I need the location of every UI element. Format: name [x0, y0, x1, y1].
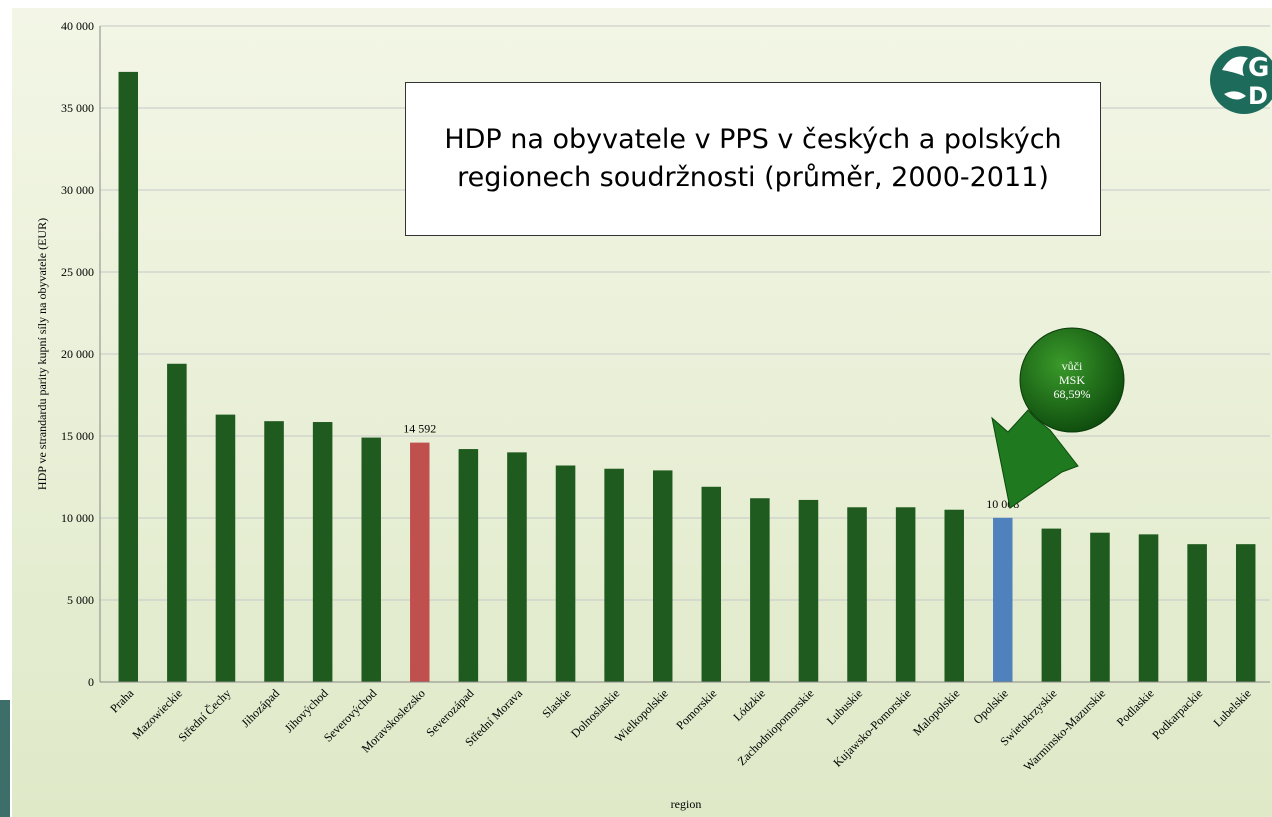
callout-text: vůči [1062, 359, 1083, 373]
svg-text:D: D [1248, 82, 1268, 110]
y-tick-label: 20 000 [61, 347, 94, 361]
bar-shade [118, 71, 139, 683]
bar-shade [944, 509, 964, 682]
bar-shade [1235, 544, 1256, 682]
bar-shade [652, 470, 673, 682]
bar-shade [993, 517, 1013, 682]
bar-shade [1187, 544, 1207, 682]
bar-shade [361, 437, 381, 682]
y-tick-label: 5 000 [67, 593, 94, 607]
side-strip [0, 700, 10, 817]
x-axis-label: region [671, 797, 702, 811]
bar-shade [750, 498, 770, 682]
bar-shade [1138, 534, 1159, 682]
y-tick-label: 30 000 [61, 183, 94, 197]
callout-arrow [991, 409, 1079, 509]
bar-shade [1041, 528, 1062, 682]
bar-shade [410, 442, 430, 682]
y-axis-label: HDP ve strandardu parity kupní síly na o… [35, 218, 49, 490]
bar-shade [458, 449, 479, 682]
y-tick-label: 40 000 [61, 19, 94, 33]
bar-shade [895, 507, 916, 682]
bar-shade [215, 414, 236, 682]
bar-shade [555, 465, 576, 682]
bar-shade [167, 363, 187, 682]
bar-shade [604, 468, 624, 682]
bar-shade [847, 507, 867, 682]
y-tick-label: 0 [88, 675, 94, 689]
y-tick-label: 10 000 [61, 511, 94, 525]
bar-shade [507, 452, 527, 682]
callout-text: 68,59% [1054, 387, 1091, 401]
bar-shade [1090, 532, 1110, 682]
bar-shade [264, 421, 284, 682]
y-tick-label: 35 000 [61, 101, 94, 115]
callout-ball [1019, 327, 1125, 433]
callout-text: MSK [1059, 373, 1085, 387]
y-tick-label: 15 000 [61, 429, 94, 443]
chart-title: HDP na obyvatele v PPS v českých a polsk… [405, 82, 1101, 236]
bar-shade [312, 422, 333, 682]
bar-shade [798, 499, 819, 682]
data-label: 14 592 [403, 422, 436, 436]
logo: G D [1210, 46, 1272, 114]
svg-text:G: G [1248, 53, 1269, 83]
bar-shade [701, 486, 722, 682]
y-tick-label: 25 000 [61, 265, 94, 279]
